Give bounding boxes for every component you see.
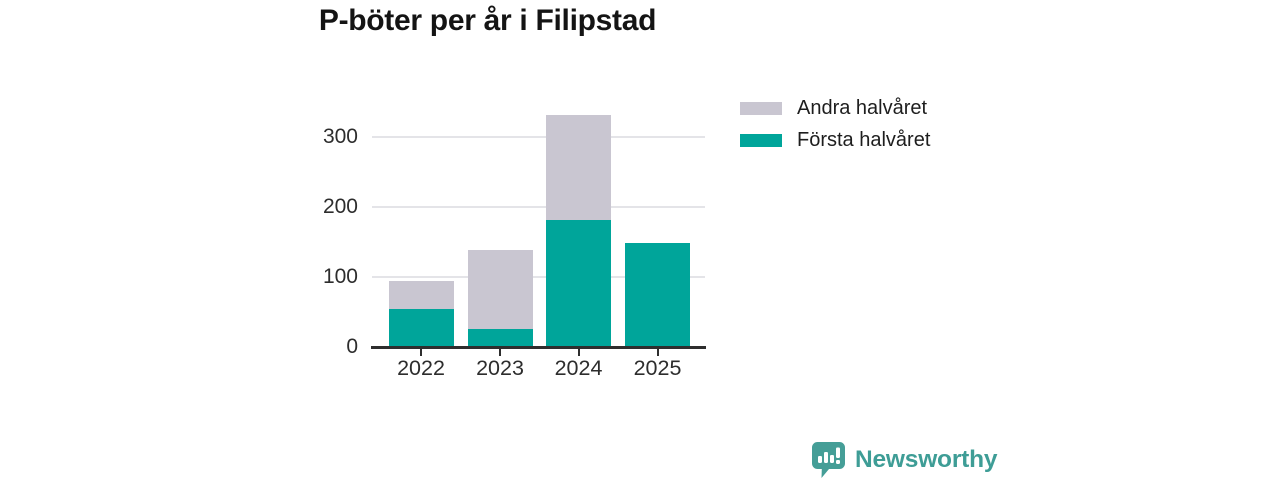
x-axis-tick-2024 <box>577 348 580 356</box>
newsworthy-icon <box>812 442 845 478</box>
bar-2022-andra-halvåret <box>388 281 454 310</box>
bar-2024-första-halvåret <box>546 220 611 347</box>
legend-swatch-första-halvåret <box>740 133 782 147</box>
x-axis-tick-2022 <box>420 348 422 356</box>
bar-2024-andra-halvåret <box>546 114 611 221</box>
y-axis-label-100: 100 <box>322 265 358 288</box>
x-axis-tick-2025 <box>656 348 659 356</box>
x-axis-tick-2023 <box>499 348 501 356</box>
legend-label: Första halvåret <box>797 129 931 151</box>
x-axis-line <box>371 346 706 349</box>
x-axis-label-2025: 2025 <box>633 356 682 380</box>
chart-title: P-böter per år i Filipstad <box>318 4 657 37</box>
legend: Andra halvåret Första halvåret <box>740 95 930 159</box>
bar-2025-första-halvåret <box>625 243 690 347</box>
x-axis-label-2023: 2023 <box>476 356 524 380</box>
legend-item-andra-halvåret: Andra halvåret <box>740 95 930 121</box>
gridline-300 <box>372 136 705 138</box>
legend-label: Andra halvåret <box>797 97 928 119</box>
legend-swatch-andra-halvåret <box>740 101 782 115</box>
gridline-200 <box>372 206 705 208</box>
x-axis-label-2024: 2024 <box>554 356 603 380</box>
newsworthy-logo: Newsworthy <box>811 441 998 479</box>
newsworthy-wordmark: Newsworthy <box>855 446 998 473</box>
y-axis-label-0: 0 <box>346 335 358 358</box>
x-axis-label-2022: 2022 <box>397 356 445 380</box>
y-axis-label-200: 200 <box>322 195 358 218</box>
gridline-100 <box>372 276 705 278</box>
legend-item-första-halvåret: Första halvåret <box>740 127 930 153</box>
bar-2023-första-halvåret <box>467 328 533 347</box>
y-axis-label-300: 300 <box>322 125 358 148</box>
bar-2022-första-halvåret <box>388 309 454 347</box>
bar-2023-andra-halvåret <box>467 250 533 329</box>
